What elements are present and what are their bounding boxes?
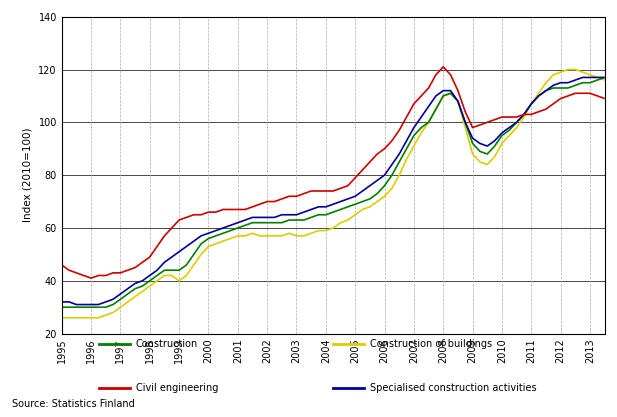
Text: Source: Statistics Finland: Source: Statistics Finland <box>12 399 135 409</box>
Text: Construction of buildings: Construction of buildings <box>370 339 492 349</box>
Text: Civil engineering: Civil engineering <box>136 383 218 393</box>
Text: Specialised construction activities: Specialised construction activities <box>370 383 537 393</box>
Text: Construction: Construction <box>136 339 198 349</box>
Y-axis label: Index (2010=100): Index (2010=100) <box>23 128 33 222</box>
